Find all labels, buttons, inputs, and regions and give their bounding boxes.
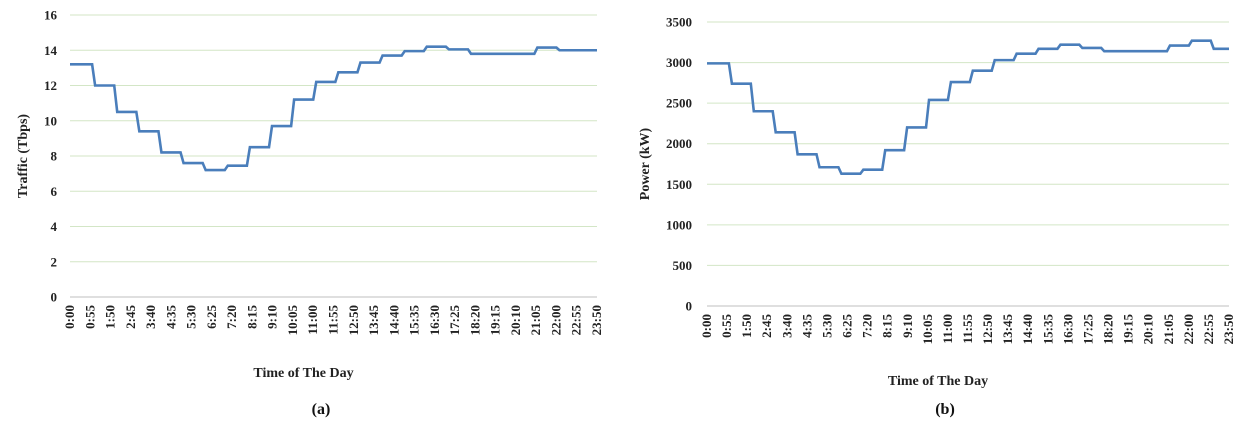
y-tick-label: 1000 <box>666 217 692 232</box>
x-tick-label: 22:55 <box>569 305 584 336</box>
chart-panel-b: 0 500 1000 1500 2000 2500 3000 3500 0:00 0:55 1:50… <box>638 15 1236 419</box>
x-axis-title: Time of The Day <box>253 366 353 381</box>
x-tick-label: 10:05 <box>920 314 935 345</box>
x-tick-label: 22:55 <box>1201 314 1216 345</box>
y-tick-label: 16 <box>44 8 58 23</box>
x-tick-label: 0:00 <box>62 305 77 329</box>
x-tick-label: 14:40 <box>386 305 401 335</box>
x-tick-label: 18:20 <box>467 305 482 335</box>
x-tick-label: 16:30 <box>427 305 442 335</box>
x-tick-label: 2:45 <box>123 305 138 329</box>
x-tick-label: 6:25 <box>204 305 219 329</box>
x-tick-label: 15:35 <box>407 305 422 336</box>
x-tick-label: 13:45 <box>366 305 381 336</box>
x-tick-label: 3:40 <box>143 305 158 329</box>
x-tick-label: 8:15 <box>244 305 259 329</box>
x-tick-label: 11:55 <box>960 314 975 344</box>
x-tick-label: 1:50 <box>103 305 118 329</box>
x-tick-label: 9:10 <box>900 314 915 338</box>
x-tick-label: 22:00 <box>1181 314 1196 344</box>
y-tick-label: 2500 <box>666 96 692 111</box>
y-tick-label: 0 <box>51 290 58 305</box>
x-tick-label: 7:20 <box>860 314 875 338</box>
x-tick-label: 20:10 <box>1141 314 1156 344</box>
x-tick-label: 9:10 <box>265 305 280 329</box>
x-tick-label: 17:25 <box>1080 314 1095 345</box>
x-tick-label: 19:15 <box>488 305 503 336</box>
x-tick-label: 19:15 <box>1121 314 1136 345</box>
x-tick-label: 14:40 <box>1020 314 1035 344</box>
x-tick-label: 20:10 <box>508 305 523 335</box>
x-tick-label: 3:40 <box>779 314 794 338</box>
x-tick-label: 11:00 <box>940 314 955 344</box>
y-tick-label: 3500 <box>666 15 692 30</box>
x-tick-label: 0:00 <box>699 314 714 338</box>
y-tick-label: 1500 <box>666 177 692 192</box>
x-tick-label: 11:00 <box>305 305 320 335</box>
x-tick-label: 5:30 <box>184 305 199 329</box>
x-tick-label: 21:05 <box>528 305 543 336</box>
x-tick-label: 4:35 <box>799 314 814 338</box>
x-tick-label: 13:45 <box>1000 314 1015 345</box>
x-tick-label: 23:50 <box>1221 314 1236 344</box>
x-axis-title: Time of The Day <box>888 374 988 389</box>
x-tick-label: 10:05 <box>285 305 300 336</box>
x-tick-label: 5:30 <box>819 314 834 338</box>
x-tick-label: 12:50 <box>346 305 361 335</box>
y-tick-label: 2 <box>51 254 58 269</box>
panel-caption: (a) <box>312 401 331 418</box>
x-tick-label: 0:55 <box>82 305 97 329</box>
x-tick-label: 21:05 <box>1161 314 1176 345</box>
y-axis-title: Traffic (Tbps) <box>16 114 31 198</box>
x-tick-label: 2:45 <box>759 314 774 338</box>
x-tick-label: 18:20 <box>1101 314 1116 344</box>
y-tick-label: 6 <box>51 184 58 199</box>
y-axis-title: Power (kW) <box>638 127 653 200</box>
y-tick-label: 3000 <box>666 55 692 70</box>
x-tick-label: 11:55 <box>326 305 341 335</box>
y-tick-label: 12 <box>44 78 57 93</box>
y-tick-label: 8 <box>51 149 58 164</box>
x-tick-label: 6:25 <box>840 314 855 338</box>
x-tick-label: 22:00 <box>548 305 563 335</box>
x-tick-label: 23:50 <box>589 305 604 335</box>
x-tick-label: 8:15 <box>880 314 895 338</box>
y-tick-label: 2000 <box>666 136 692 151</box>
y-tick-label: 4 <box>51 219 58 234</box>
chart-panel-a: 0 2 4 6 8 10 12 14 16 0:00 0:55 1:50 2:45 3:40 4:35 5:3… <box>16 8 604 419</box>
y-tick-label: 500 <box>673 258 693 273</box>
series-line <box>70 45 597 172</box>
x-tick-label: 12:50 <box>980 314 995 344</box>
x-tick-label: 16:30 <box>1060 314 1075 344</box>
panel-caption: (b) <box>935 401 955 418</box>
x-tick-label: 17:25 <box>447 305 462 336</box>
y-tick-label: 10 <box>44 113 57 128</box>
x-tick-label: 1:50 <box>739 314 754 338</box>
x-tick-label: 7:20 <box>224 305 239 329</box>
y-tick-label: 14 <box>44 43 58 58</box>
x-tick-label: 0:55 <box>719 314 734 338</box>
x-tick-label: 15:35 <box>1040 314 1055 345</box>
series-line <box>707 39 1229 176</box>
y-tick-label: 0 <box>686 299 693 314</box>
x-tick-label: 4:35 <box>163 305 178 329</box>
